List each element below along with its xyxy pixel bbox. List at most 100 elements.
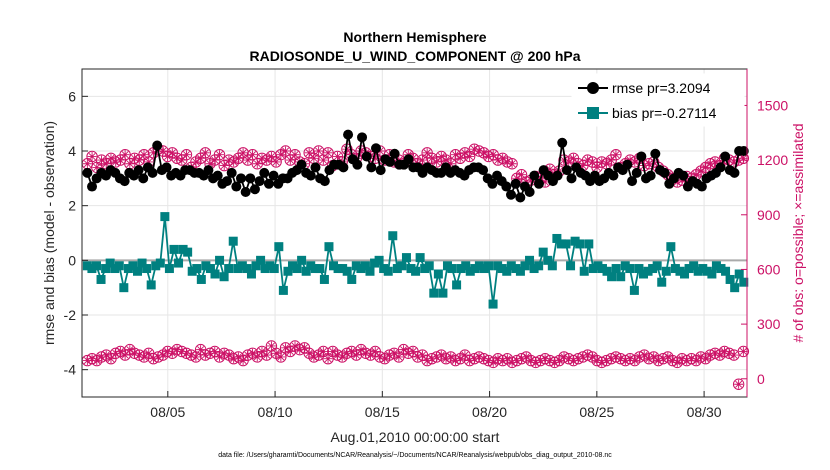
x-axis-label: Aug.01,2010 00:00:00 start — [331, 429, 500, 445]
rmse-point — [510, 178, 521, 189]
rmse-point — [501, 181, 512, 192]
obs-marker-star — [271, 157, 281, 167]
bias-point — [274, 242, 284, 252]
obs-marker-circle — [501, 156, 514, 168]
rmse-point — [319, 176, 330, 187]
rmse-point — [259, 167, 270, 178]
bias-point — [433, 269, 443, 279]
obs-marker-star — [87, 151, 97, 161]
obs-marker-star — [205, 159, 215, 169]
obs-marker-star — [606, 155, 616, 165]
rmse-point — [235, 173, 246, 184]
y-tick-label: -4 — [64, 362, 77, 378]
bias-point — [438, 288, 448, 298]
obs-marker-circle — [723, 347, 735, 359]
bias-point — [292, 264, 302, 274]
bias-point — [721, 266, 731, 276]
rmse-point — [738, 146, 749, 156]
obs-marker-circle — [610, 148, 622, 161]
obs-marker-star — [488, 357, 498, 367]
rmse-point — [384, 156, 395, 167]
obs-marker-star — [408, 346, 418, 356]
obs-marker-star — [262, 155, 272, 165]
obs-marker-star — [266, 151, 276, 161]
obs-marker-circle — [180, 148, 193, 161]
obs-marker-star — [191, 352, 201, 362]
obs-marker-circle — [515, 353, 528, 365]
rmse-point — [357, 132, 368, 143]
obs-marker-star — [148, 148, 158, 158]
bias-point — [356, 264, 366, 274]
obs-marker-star — [370, 346, 380, 356]
bias-point — [401, 253, 411, 263]
bias-point — [110, 264, 120, 274]
legend-label-rmse: rmse pr=3.2094 — [612, 80, 711, 96]
bias-point — [525, 255, 535, 265]
bias-point — [133, 266, 143, 276]
obs-point-upper — [180, 148, 193, 161]
rmse-point — [389, 148, 400, 159]
obs-marker-star — [328, 346, 338, 356]
bias-point — [739, 277, 749, 287]
bias-point — [370, 258, 380, 268]
obs-marker-star — [181, 150, 191, 160]
obs-marker-star — [342, 144, 352, 154]
obs-marker-star — [521, 352, 531, 362]
bias-point — [269, 264, 279, 274]
obs-marker-star — [432, 157, 442, 167]
rmse-point — [352, 159, 363, 170]
rmse-point — [515, 192, 526, 203]
bias-point — [643, 266, 653, 276]
obs-point-upper — [237, 147, 249, 159]
obs-marker-circle — [596, 156, 608, 168]
bias-point — [461, 261, 471, 271]
obs-marker-star — [460, 148, 470, 158]
obs-marker-star — [630, 157, 640, 167]
obs-marker-star — [691, 170, 701, 180]
obs-marker-star — [672, 357, 682, 367]
rmse-point — [161, 162, 172, 173]
obs-point-lower — [317, 345, 330, 358]
obs-marker-star — [290, 341, 300, 351]
obs-marker-star — [167, 148, 177, 158]
obs-marker-star — [276, 352, 286, 362]
bias-point — [155, 258, 165, 268]
bias-point — [552, 233, 562, 243]
rmse-point — [338, 162, 349, 173]
obs-marker-star — [281, 146, 291, 156]
obs-point-lower — [190, 351, 202, 363]
obs-point-upper — [515, 168, 528, 181]
bias-point — [347, 274, 357, 284]
bias-point — [192, 264, 202, 274]
bias-point — [575, 239, 585, 249]
y-tick-label: 0 — [68, 252, 76, 268]
obs-marker-star — [578, 161, 588, 171]
obs-marker-star — [252, 159, 262, 169]
rmse-point — [249, 184, 260, 195]
chart-title: Northern Hemisphere — [343, 29, 486, 45]
bias-point — [707, 269, 717, 279]
bias-point — [160, 212, 170, 222]
obs-marker-star — [191, 157, 201, 167]
obs-marker-star — [233, 153, 243, 163]
obs-marker-circle — [161, 345, 174, 358]
y-axis-label: rmse and bias (model - observation) — [41, 121, 57, 345]
bias-point — [411, 266, 421, 276]
obs-marker-star — [710, 157, 720, 167]
bias-point — [493, 261, 503, 271]
obs-marker-star — [97, 155, 107, 165]
x-tick-label: 08/25 — [579, 404, 614, 420]
obs-marker-star — [139, 150, 149, 160]
obs-marker-circle — [86, 353, 98, 365]
bias-point — [196, 274, 206, 284]
obs-marker-star — [384, 150, 394, 160]
bias-point — [397, 261, 407, 271]
bias-point — [556, 239, 566, 249]
obs-marker-star — [351, 350, 361, 360]
obs-marker-circle — [383, 349, 396, 361]
obs-point-upper — [81, 158, 94, 170]
obs-marker-star — [545, 164, 555, 174]
obs-marker-star — [356, 345, 366, 355]
bias-point — [392, 264, 402, 274]
